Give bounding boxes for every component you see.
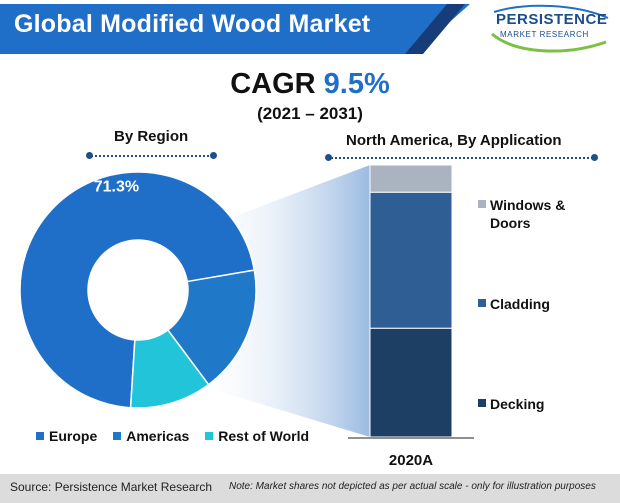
region-section-label: By Region	[114, 128, 189, 145]
legend-item-windows-doors: Windows & Doors	[478, 196, 598, 236]
legend-swatch	[36, 432, 44, 440]
cagr-value: 9.5%	[323, 68, 390, 100]
bar-segment-cladding	[369, 191, 453, 329]
header: Global Modified Wood Market PERSISTENCE …	[0, 0, 620, 58]
bar-segment-windows-doors	[369, 164, 453, 193]
legend-label: Decking	[490, 396, 545, 412]
donut-hole	[89, 241, 187, 339]
cagr-label: CAGR	[230, 68, 316, 100]
legend-label: Americas	[126, 428, 190, 444]
cagr-headline: CAGR 9.5%	[0, 68, 620, 101]
legend-label: Cladding	[490, 296, 550, 312]
legend-item-decking: Decking	[478, 395, 598, 415]
legend-item-americas: Americas	[113, 428, 189, 444]
forecast-period: (2021 – 2031)	[257, 104, 363, 123]
legend-swatch	[113, 432, 122, 440]
region-legend: Europe Americas Rest of World	[36, 428, 309, 444]
application-underline	[328, 157, 596, 159]
page-title: Global Modified Wood Market	[14, 10, 371, 38]
donut-slice-europe	[19, 171, 256, 409]
application-underline-dot-left	[325, 154, 332, 161]
donut-slice-rest-of-world	[129, 329, 210, 409]
bar-segment-decking	[369, 327, 453, 438]
legend-swatch	[478, 200, 486, 208]
legend-item-rest-of-world: Rest of World	[205, 428, 309, 444]
legend-swatch	[478, 399, 486, 407]
donut-slice-americas	[166, 269, 257, 386]
logo-swoosh-icon	[491, 4, 609, 53]
legend-swatch	[205, 432, 214, 440]
logo-tagline: MARKET RESEARCH	[500, 30, 589, 39]
footer: Source: Persistence Market Research Note…	[0, 474, 620, 503]
bar-category-label: 2020A	[389, 452, 433, 469]
legend-item-europe: Europe	[36, 428, 97, 444]
title-banner	[0, 4, 470, 54]
region-underline-dot-right	[210, 152, 217, 159]
legend-label: Windows & Doors	[490, 197, 566, 231]
note-text: Note: Market shares not depicted as per …	[229, 481, 596, 492]
donut-data-label-europe: 71.3%	[94, 179, 139, 196]
legend-label: Rest of World	[218, 428, 310, 444]
logo-wordmark: PERSISTENCE	[496, 11, 608, 28]
region-underline-dot-left	[86, 152, 93, 159]
legend-label: Europe	[49, 428, 98, 444]
legend-swatch	[478, 299, 486, 307]
application-section-label: North America, By Application	[346, 132, 562, 149]
company-logo: PERSISTENCE MARKET RESEARCH	[486, 4, 614, 56]
application-underline-dot-right	[591, 154, 598, 161]
source-text: Source: Persistence Market Research	[10, 480, 213, 494]
legend-item-cladding: Cladding	[478, 295, 598, 315]
region-underline	[88, 155, 216, 157]
